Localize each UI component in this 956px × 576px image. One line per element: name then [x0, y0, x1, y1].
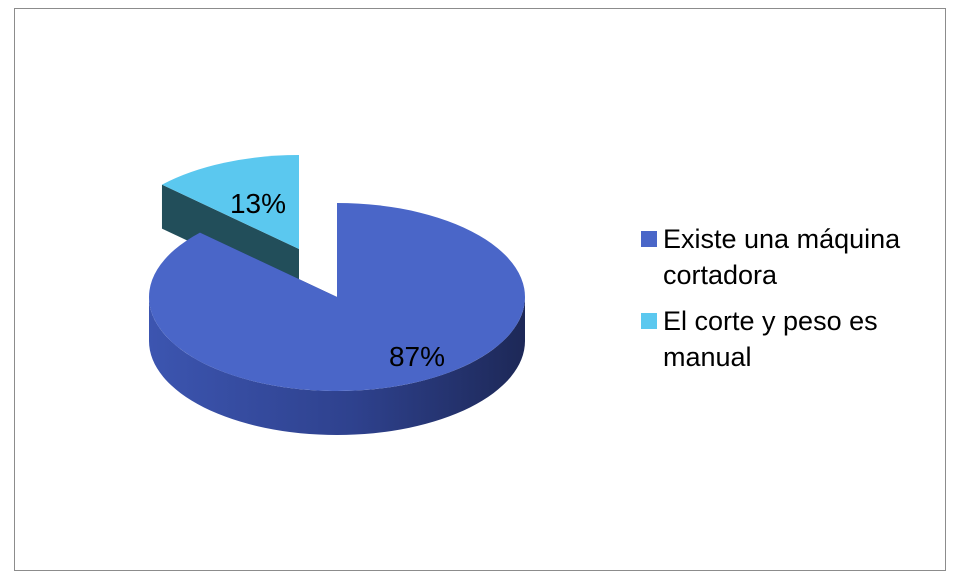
legend-swatch-maquina: [641, 231, 657, 247]
pie-chart: 87% 13%: [149, 155, 525, 435]
data-label-manual: 13%: [230, 188, 286, 219]
pie-slice-manual: [161, 155, 299, 249]
legend-label-manual: El corte y peso es manual: [663, 306, 878, 372]
pie-side-maquina: [149, 297, 525, 435]
chart-frame: 87% 13% Existe una máquina cortadora El c…: [14, 8, 946, 571]
legend-swatch-manual: [641, 313, 657, 329]
data-label-maquina: 87%: [389, 341, 445, 372]
legend-item-manual: El corte y peso es manual: [641, 303, 956, 375]
legend: Existe una máquina cortadora El corte y …: [641, 221, 956, 385]
legend-label-maquina: Existe una máquina cortadora: [663, 224, 901, 290]
pie-slice-maquina: [149, 203, 525, 391]
legend-item-maquina: Existe una máquina cortadora: [641, 221, 956, 293]
